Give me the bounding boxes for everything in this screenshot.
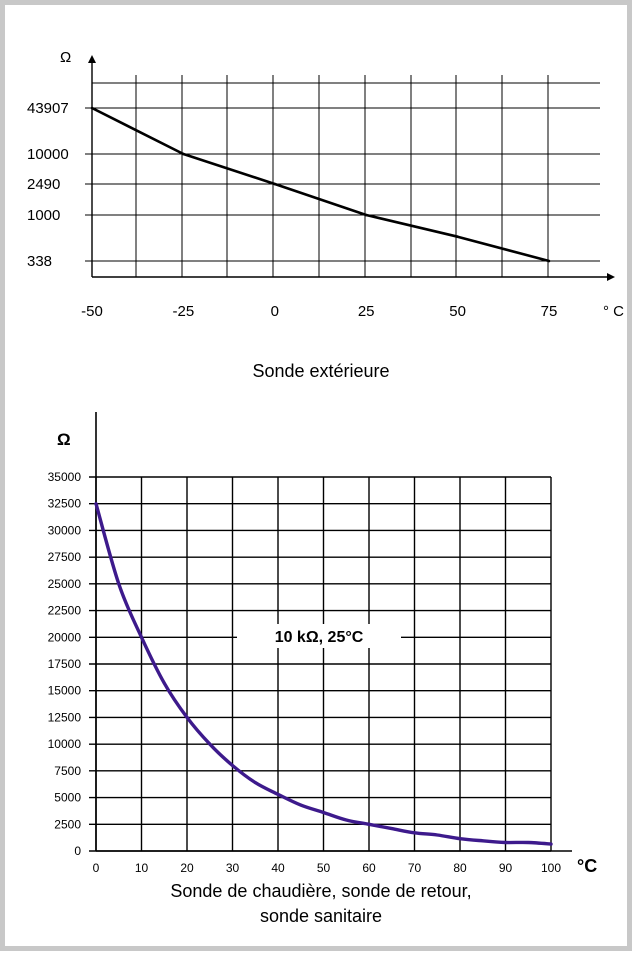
chart2-x-tick-label: 10 xyxy=(135,861,149,875)
chart2-y-tick-label: 7500 xyxy=(54,764,81,778)
chart2-series xyxy=(94,502,553,846)
chart1-x-axis-arrow xyxy=(607,273,615,281)
chart1-y-tick-label: 2490 xyxy=(27,176,60,193)
chart2-data-point xyxy=(185,715,189,719)
chart1-data-point xyxy=(273,182,277,186)
chart2-data-point xyxy=(549,842,553,846)
chart2-x-tick-label: 20 xyxy=(180,861,194,875)
chart1-data-point xyxy=(90,106,94,110)
chart1-y-axis-arrow xyxy=(88,55,96,63)
chart2-y-axis-label: Ω xyxy=(57,430,71,449)
chart-sonde-exterieure: Ω ° C -50 -25 0 25 50 75 338 1000 2490 10000 4390… xyxy=(27,49,624,381)
chart1-y-axis-label: Ω xyxy=(60,49,71,66)
chart2-y-tick-label: 10000 xyxy=(48,737,82,751)
chart2-annotation-background xyxy=(237,624,401,648)
chart2-y-tick-label: 5000 xyxy=(54,791,81,805)
chart2-data-point xyxy=(299,803,303,807)
chart2-data-point xyxy=(162,681,166,685)
chart2-x-tick-label: 0 xyxy=(93,861,100,875)
chart2-grid xyxy=(89,476,552,852)
chart2-x-tick-label: 30 xyxy=(226,861,240,875)
chart2-x-tick-label: 40 xyxy=(271,861,285,875)
chart1-y-tick-label: 1000 xyxy=(27,207,60,224)
chart2-y-tick-label: 32500 xyxy=(48,497,82,511)
chart1-y-tick-label: 43907 xyxy=(27,100,69,117)
chart1-data-point xyxy=(364,213,368,217)
chart2-y-tick-label: 0 xyxy=(74,844,81,858)
chart1-x-tick-labels: -50 -25 0 25 50 75 xyxy=(81,303,557,320)
chart2-data-point xyxy=(481,839,485,843)
chart2-x-tick-labels: 0 10 20 30 40 50 60 70 80 90 100 xyxy=(93,861,562,875)
chart1-title: Sonde extérieure xyxy=(252,361,389,381)
chart2-data-point xyxy=(390,827,394,831)
chart2-y-tick-label: 17500 xyxy=(48,657,82,671)
chart2-y-tick-label: 22500 xyxy=(48,604,82,618)
chart2-y-tick-label: 2500 xyxy=(54,817,81,831)
chart2-data-point xyxy=(344,818,348,822)
chart2-data-point xyxy=(208,742,212,746)
chart1-y-tick-label: 338 xyxy=(27,253,52,270)
chart2-x-tick-label: 70 xyxy=(408,861,422,875)
chart1-x-axis-label: ° C xyxy=(603,303,624,320)
chart2-y-tick-label: 15000 xyxy=(48,684,82,698)
chart2-title: Sonde de chaudière, sonde de retour, xyxy=(170,881,471,901)
chart-sonde-chaudiere: Ω °C 0 10 20 30 40 50 60 70 80 90 100 0 2500 5000 750… xyxy=(48,412,597,926)
chart1-x-tick-label: -25 xyxy=(173,303,195,320)
chart2-data-point xyxy=(231,764,234,768)
chart2-data-point xyxy=(117,582,121,586)
chart2-x-tick-label: 60 xyxy=(362,861,376,875)
chart2-y-tick-labels: 0 2500 5000 7500 10000 12500 15000 17500 20000 22… xyxy=(48,470,82,858)
chart2-data-point xyxy=(435,833,439,837)
chart1-series xyxy=(90,106,551,263)
chart1-x-tick-label: 25 xyxy=(358,303,375,320)
chart2-data-point xyxy=(504,840,507,844)
chart1-x-tick-label: 50 xyxy=(449,303,466,320)
chart2-data-point xyxy=(276,792,280,796)
chart2-x-tick-label: 90 xyxy=(499,861,513,875)
chart2-x-axis-label: °C xyxy=(577,856,597,876)
chart2-data-point xyxy=(322,811,325,815)
chart1-x-tick-label: 75 xyxy=(541,303,558,320)
chart2-x-tick-label: 100 xyxy=(541,861,561,875)
chart1-x-tick-label: 0 xyxy=(271,303,279,320)
chart2-y-tick-label: 35000 xyxy=(48,470,82,484)
chart2-x-tick-label: 80 xyxy=(453,861,467,875)
chart2-title-line2: sonde sanitaire xyxy=(260,906,382,926)
chart2-data-point xyxy=(413,831,416,835)
chart2-x-tick-label: 50 xyxy=(317,861,331,875)
chart2-y-tick-label: 20000 xyxy=(48,630,82,644)
chart1-data-point xyxy=(182,152,185,156)
chart2-data-point xyxy=(253,781,257,785)
chart2-y-tick-label: 25000 xyxy=(48,577,82,591)
chart1-grid xyxy=(85,75,600,277)
chart2-data-point xyxy=(94,502,98,506)
chart1-data-point xyxy=(456,235,459,238)
chart1-y-tick-labels: 338 1000 2490 10000 43907 xyxy=(27,100,69,270)
chart1-x-tick-label: -50 xyxy=(81,303,103,320)
chart1-axes xyxy=(88,55,615,281)
chart2-data-point xyxy=(526,840,530,844)
chart2-axes xyxy=(95,412,572,852)
chart2-y-tick-label: 12500 xyxy=(48,710,82,724)
chart2-y-tick-label: 30000 xyxy=(48,523,82,537)
chart2-annotation: 10 kΩ, 25°C xyxy=(275,629,364,646)
charts-canvas: Ω ° C -50 -25 0 25 50 75 33810002490100004390… xyxy=(27,49,624,926)
chart2-data-point xyxy=(140,635,143,639)
chart1-series-line xyxy=(91,106,550,263)
chart2-y-tick-label: 27500 xyxy=(48,550,82,564)
chart2-data-point xyxy=(367,822,371,826)
chart1-y-tick-label: 10000 xyxy=(27,146,69,163)
chart2-data-point xyxy=(458,837,462,841)
chart1-data-point xyxy=(547,259,551,263)
